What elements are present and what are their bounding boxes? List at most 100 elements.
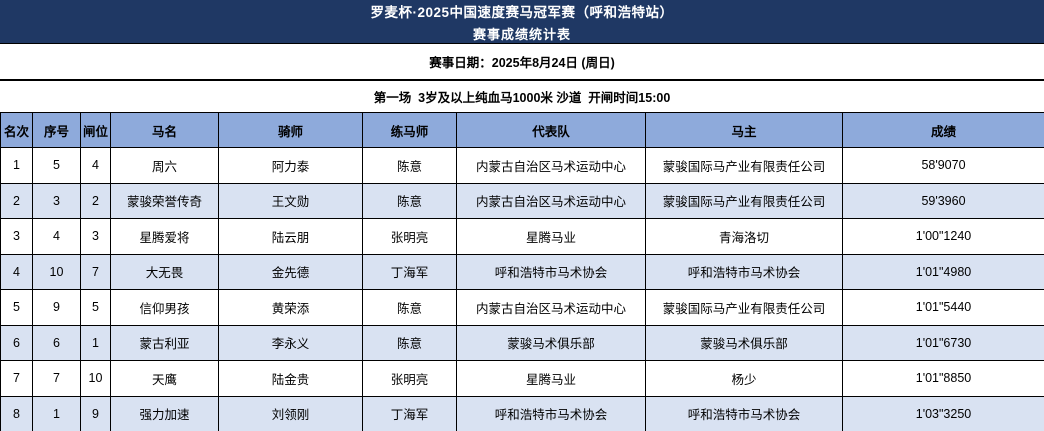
table-cell: 杨少 [645, 360, 843, 397]
column-header: 骑师 [218, 112, 363, 148]
table-cell: 1 [32, 395, 81, 431]
column-header: 练马师 [362, 112, 457, 148]
column-header: 闸位 [80, 112, 111, 148]
table-cell: 张明亮 [362, 360, 457, 397]
event-date-row: 赛事日期：2025年8月24日 (周日) [0, 44, 1044, 81]
column-header: 成绩 [842, 112, 1044, 148]
table-cell: 星腾马业 [456, 218, 646, 255]
column-header: 名次 [0, 112, 33, 148]
table-cell: 8 [0, 395, 33, 431]
table-cell: 1'00"1240 [842, 218, 1044, 255]
table-cell: 58'9070 [842, 147, 1044, 184]
table-row: 8 1 9 强力加速 刘领刚 丁海军 呼和浩特市马术协会 呼和浩特市马术协会 1'03"3250 [0, 395, 1044, 431]
table-cell: 陈意 [362, 289, 457, 326]
table-cell: 1 [80, 324, 111, 361]
table-cell: 内蒙古自治区马术运动中心 [456, 147, 646, 184]
table-cell: 李永义 [218, 324, 363, 361]
table-header: 名次 序号 闸位 马名 骑师 练马师 代表队 马主 成绩 [0, 112, 1044, 148]
table-cell: 刘领刚 [218, 395, 363, 431]
table-cell: 4 [32, 218, 81, 255]
table-cell: 呼和浩特市马术协会 [645, 395, 843, 431]
table-row: 1 5 4 周六 阿力泰 陈意 内蒙古自治区马术运动中心 蒙骏国际马产业有限责任公司 58'90… [0, 147, 1044, 184]
table-cell: 蒙骏马术俱乐部 [456, 324, 646, 361]
column-header: 代表队 [456, 112, 646, 148]
table-cell: 5 [32, 147, 81, 184]
table-cell: 呼和浩特市马术协会 [456, 253, 646, 290]
table-cell: 王文勋 [218, 182, 363, 219]
table-cell: 陈意 [362, 147, 457, 184]
table-cell: 内蒙古自治区马术运动中心 [456, 182, 646, 219]
table-cell: 9 [80, 395, 111, 431]
table-row: 5 9 5 信仰男孩 黄荣添 陈意 内蒙古自治区马术运动中心 蒙骏国际马产业有限责任公司 1'0… [0, 289, 1044, 326]
event-date-text: 赛事日期：2025年8月24日 (周日) [429, 56, 615, 70]
table-cell: 4 [0, 253, 33, 290]
table-cell: 6 [0, 324, 33, 361]
table-cell: 呼和浩特市马术协会 [645, 253, 843, 290]
table-cell: 阿力泰 [218, 147, 363, 184]
table-cell: 蒙骏荣誉传奇 [110, 182, 219, 219]
table-cell: 7 [80, 253, 111, 290]
table-cell: 张明亮 [362, 218, 457, 255]
table-cell: 59'3960 [842, 182, 1044, 219]
column-header: 马名 [110, 112, 219, 148]
table-cell: 丁海军 [362, 253, 457, 290]
table-cell: 1'01"6730 [842, 324, 1044, 361]
race-info-row: 第一场 3岁及以上纯血马1000米 沙道 开闸时间15:00 [0, 81, 1044, 112]
results-table: 名次 序号 闸位 马名 骑师 练马师 代表队 马主 成绩 1 5 4 周六 阿力泰 陈意 内蒙古自治区马术运… [0, 112, 1044, 431]
table-cell: 1 [0, 147, 33, 184]
table-cell: 2 [0, 182, 33, 219]
table-cell: 1'01"4980 [842, 253, 1044, 290]
table-cell: 天鹰 [110, 360, 219, 397]
table-row: 2 3 2 蒙骏荣誉传奇 王文勋 陈意 内蒙古自治区马术运动中心 蒙骏国际马产业有限责任公司 5… [0, 182, 1044, 219]
table-cell: 10 [80, 360, 111, 397]
race-info-text: 第一场 3岁及以上纯血马1000米 沙道 开闸时间15:00 [373, 91, 671, 105]
column-header: 序号 [32, 112, 81, 148]
table-cell: 呼和浩特市马术协会 [456, 395, 646, 431]
title-banner: 罗麦杯·2025中国速度赛马冠军赛（呼和浩特站） 赛事成绩统计表 [0, 0, 1044, 44]
table-cell: 蒙古利亚 [110, 324, 219, 361]
table-cell: 青海洛切 [645, 218, 843, 255]
table-cell: 陈意 [362, 182, 457, 219]
table-cell: 黄荣添 [218, 289, 363, 326]
table-cell: 5 [80, 289, 111, 326]
table-cell: 3 [80, 218, 111, 255]
table-cell: 星腾马业 [456, 360, 646, 397]
table-cell: 内蒙古自治区马术运动中心 [456, 289, 646, 326]
table-cell: 5 [0, 289, 33, 326]
table-body: 1 5 4 周六 阿力泰 陈意 内蒙古自治区马术运动中心 蒙骏国际马产业有限责任公司 58'90… [0, 147, 1044, 431]
table-cell: 7 [32, 360, 81, 397]
table-cell: 6 [32, 324, 81, 361]
table-cell: 3 [0, 218, 33, 255]
table-cell: 2 [80, 182, 111, 219]
column-header: 马主 [645, 112, 843, 148]
sheet-subtitle: 赛事成绩统计表 [472, 26, 571, 42]
table-row: 6 6 1 蒙古利亚 李永义 陈意 蒙骏马术俱乐部 蒙骏马术俱乐部 1'01"6730 [0, 324, 1044, 361]
table-cell: 大无畏 [110, 253, 219, 290]
table-cell: 信仰男孩 [110, 289, 219, 326]
table-cell: 周六 [110, 147, 219, 184]
table-cell: 1'01"5440 [842, 289, 1044, 326]
table-row: 4 10 7 大无畏 金先德 丁海军 呼和浩特市马术协会 呼和浩特市马术协会 1'01"4980 [0, 253, 1044, 290]
table-cell: 3 [32, 182, 81, 219]
table-cell: 蒙骏国际马产业有限责任公司 [645, 182, 843, 219]
table-cell: 强力加速 [110, 395, 219, 431]
table-cell: 星腾爱将 [110, 218, 219, 255]
table-cell: 7 [0, 360, 33, 397]
header-row: 名次 序号 闸位 马名 骑师 练马师 代表队 马主 成绩 [0, 112, 1044, 148]
event-title: 罗麦杯·2025中国速度赛马冠军赛（呼和浩特站） [370, 4, 674, 20]
table-cell: 10 [32, 253, 81, 290]
table-cell: 丁海军 [362, 395, 457, 431]
table-cell: 1'03"3250 [842, 395, 1044, 431]
table-cell: 9 [32, 289, 81, 326]
table-row: 7 7 10 天鹰 陆金贵 张明亮 星腾马业 杨少 1'01"8850 [0, 360, 1044, 397]
table-cell: 蒙骏马术俱乐部 [645, 324, 843, 361]
table-cell: 1'01"8850 [842, 360, 1044, 397]
table-cell: 陆云朋 [218, 218, 363, 255]
table-cell: 蒙骏国际马产业有限责任公司 [645, 289, 843, 326]
table-row: 3 4 3 星腾爱将 陆云朋 张明亮 星腾马业 青海洛切 1'00"1240 [0, 218, 1044, 255]
table-cell: 蒙骏国际马产业有限责任公司 [645, 147, 843, 184]
table-cell: 4 [80, 147, 111, 184]
table-cell: 金先德 [218, 253, 363, 290]
table-cell: 陈意 [362, 324, 457, 361]
